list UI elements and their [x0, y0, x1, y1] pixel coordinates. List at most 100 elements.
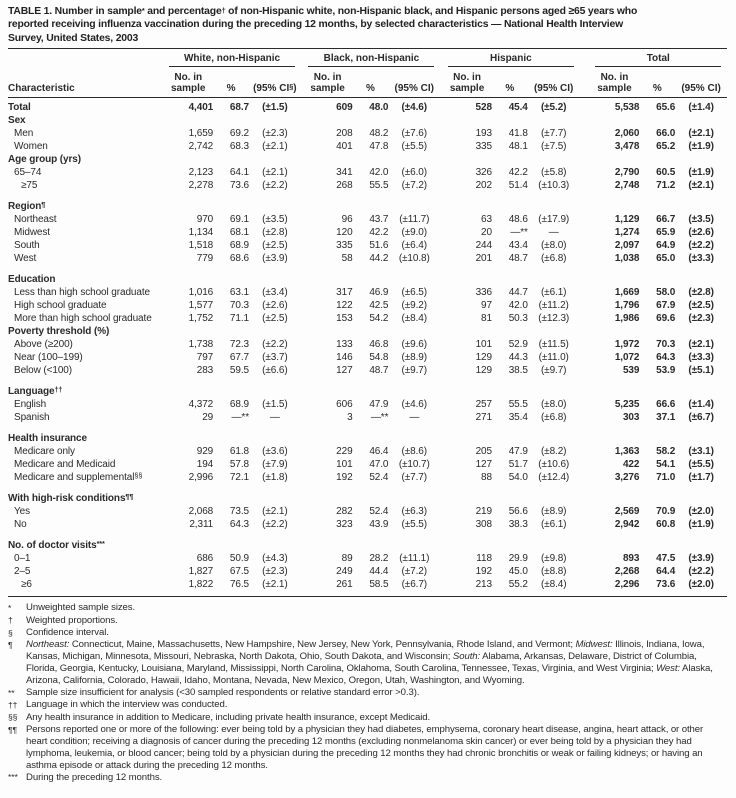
cell-sample: 606 — [336, 399, 353, 411]
text-run: (95% CI) — [394, 83, 434, 95]
cell-sample: 1,752 — [188, 313, 214, 325]
cell-ci: (±8.6) — [401, 446, 428, 458]
cell-percent: 42.5 — [369, 300, 389, 312]
cell-percent: 69.1 — [229, 214, 249, 226]
text-run: and percentage — [144, 6, 222, 17]
row-label: Medicare only — [8, 446, 161, 457]
cell-sample: 229 — [336, 446, 353, 458]
text-run: (95% CI — [253, 83, 290, 95]
cell-sample: 1,363 — [614, 446, 640, 458]
table-row: Women 2,742 68.3 (±2.1) 401 47.8 (±5.5) 335 48.1… — [8, 141, 727, 154]
cell-ci: (±2.1) — [688, 180, 714, 192]
subheader-percent: % — [652, 83, 662, 95]
cell-ci: (±2.5) — [262, 313, 288, 325]
cell-sample: 1,518 — [188, 240, 214, 252]
cell-percent: 46.4 — [369, 446, 389, 458]
cell-ci: (±2.3) — [262, 128, 288, 140]
cell-ci: (±2.0) — [688, 579, 714, 591]
cell-ci: (±2.1) — [262, 141, 288, 153]
cell-ci: (±4.6) — [401, 399, 428, 411]
cell-sample: 323 — [336, 519, 353, 531]
row-label-text: Region — [8, 201, 42, 213]
cell-sample: 2,742 — [188, 141, 214, 153]
table-row: Medicare only 929 61.8 (±3.6) 229 46.4 (±8.6) 2… — [8, 446, 727, 459]
cell-sample: 153 — [336, 313, 353, 325]
cell-percent: 57.8 — [229, 459, 249, 471]
row-label-text: Spanish — [14, 412, 50, 424]
cell-ci: (±5.5) — [401, 519, 428, 531]
cell-percent: 68.6 — [229, 253, 249, 265]
cell-percent: 68.7 — [229, 102, 249, 114]
column-group-header-row: White, non-Hispanic Black, non-Hispanic Hi… — [8, 53, 727, 70]
cell-sample: 2,311 — [189, 519, 214, 531]
cell-percent: 70.3 — [656, 339, 676, 351]
cell-percent: 58.2 — [656, 446, 676, 458]
subheader-ci: (95% CI§) — [249, 82, 301, 95]
cell-ci: (±7.2) — [401, 566, 428, 578]
cell-ci: (±7.7) — [540, 128, 567, 140]
cell-ci: (±2.3) — [688, 313, 714, 325]
cell-sample: 5,235 — [614, 399, 640, 411]
column-group-label: Black, non-Hispanic — [308, 53, 435, 68]
cell-ci: (±12.4) — [538, 472, 570, 484]
row-label: Poverty threshold (%) — [8, 326, 162, 337]
table-row: Medicare and Medicaid 194 57.8 (±7.9) 101 47.… — [8, 459, 727, 472]
cell-sample: 261 — [336, 579, 353, 591]
table-title: TABLE 1. Number in sample* and percentag… — [8, 5, 727, 45]
cell-ci: (±8.4) — [540, 579, 567, 591]
cell-percent: 48.7 — [508, 253, 528, 265]
text-run: TABLE 1. Number in sample — [8, 6, 142, 17]
row-label: Men — [8, 128, 161, 139]
column-group-label: White, non-Hispanic — [169, 53, 296, 68]
row-label: Total — [8, 102, 161, 113]
cell-percent: 51.7 — [508, 459, 528, 471]
cell-sample: 335 — [475, 141, 492, 153]
cell-ci: (±3.7) — [262, 352, 288, 364]
cell-percent: 47.5 — [656, 553, 676, 565]
section-header-row: Age group (yrs) — [8, 154, 727, 167]
section-header-row: Language†† — [8, 385, 727, 399]
footnote-symbol: § — [8, 627, 13, 638]
cell-ci: (±6.7) — [401, 579, 428, 591]
cell-sample: 2,296 — [614, 579, 640, 591]
cell-ci: (±9.7) — [401, 365, 428, 377]
cell-sample: 249 — [336, 566, 353, 578]
cell-percent: 53.9 — [656, 365, 676, 377]
text-run: Sample size insufficient for analysis (<… — [26, 687, 420, 699]
footnote-marker: § — [289, 82, 294, 92]
cell-ci: (±11.2) — [538, 300, 569, 312]
row-label: Near (100–199) — [8, 352, 161, 363]
cell-ci: (±2.1) — [262, 167, 288, 179]
cell-ci: (±10.7) — [398, 459, 430, 471]
cell-percent: 68.1 — [229, 227, 249, 239]
cell-percent: 73.6 — [656, 579, 676, 591]
row-label-text: Sex — [8, 115, 26, 127]
cell-ci: (±8.0) — [540, 399, 567, 411]
row-label-text: No — [14, 519, 27, 531]
cell-ci: (±1.9) — [688, 519, 714, 531]
cell-sample: 335 — [336, 240, 353, 252]
row-label: More than high school graduate — [8, 313, 161, 324]
footnote-symbol: ** — [8, 687, 15, 698]
text-run: During the preceding 12 months. — [26, 771, 163, 783]
row-label: South — [8, 240, 161, 251]
cell-ci: (±11.0) — [538, 352, 569, 364]
table-row: English 4,372 68.9 (±1.5) 606 47.9 (±4.6) 257 55… — [8, 399, 727, 412]
cell-percent: 60.8 — [656, 519, 676, 531]
cell-sample: 303 — [622, 412, 640, 424]
cell-ci: (±1.4) — [688, 102, 714, 114]
cell-sample: 609 — [336, 102, 353, 114]
cell-ci: (±7.5) — [540, 141, 567, 153]
row-label-text: Education — [8, 274, 56, 286]
cell-percent: 65.0 — [656, 253, 676, 265]
cell-percent: 51.6 — [369, 240, 389, 252]
row-label-text: Midwest — [14, 227, 50, 239]
table-body: Total 4,401 68.7 (±1.5) 609 48.0 (±4.6) 528 45.4… — [8, 102, 727, 592]
cell-ci: (±3.9) — [262, 253, 288, 265]
subheader-ci: (95% CI) — [528, 83, 580, 94]
cell-percent: 71.2 — [656, 180, 676, 192]
cell-percent: 37.1 — [656, 412, 676, 424]
cell-ci: (±3.5) — [688, 214, 714, 226]
cell-sample: 5,538 — [614, 102, 640, 114]
row-label-text: 65–74 — [14, 167, 42, 179]
